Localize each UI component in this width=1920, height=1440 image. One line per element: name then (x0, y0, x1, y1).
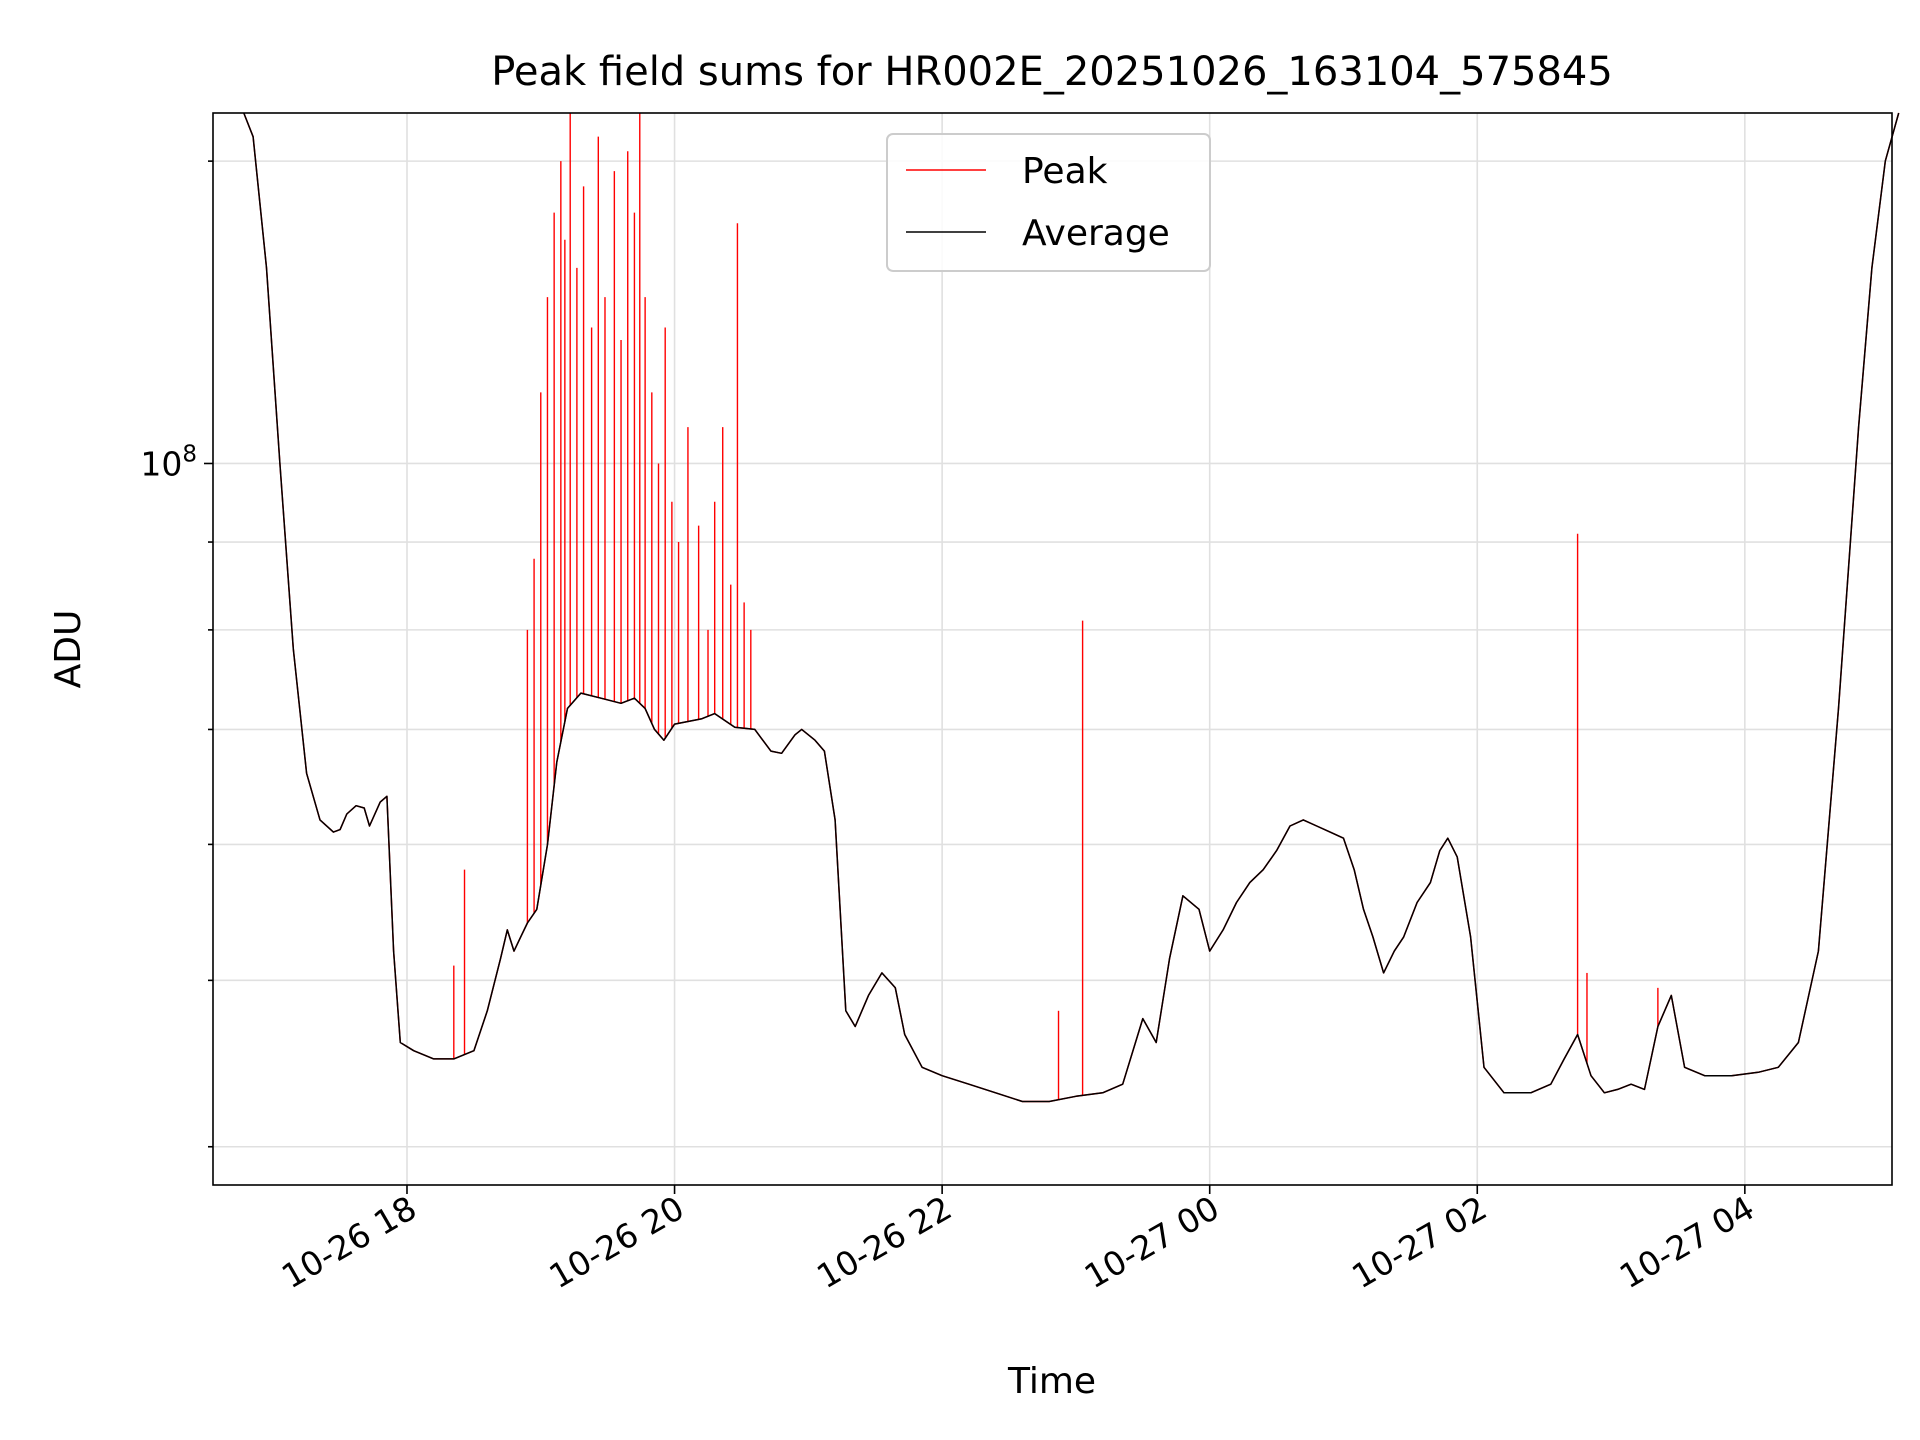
x-tick-label: 10-27 00 (1078, 1188, 1226, 1296)
legend-peak-label: Peak (1022, 151, 1108, 192)
x-tick-label: 10-26 18 (275, 1188, 423, 1296)
plot-frame (212, 112, 1893, 1186)
x-tick-label: 10-26 22 (810, 1188, 958, 1296)
x-tick-label: 10-26 20 (543, 1188, 691, 1296)
legend-average-label: Average (1022, 213, 1170, 254)
chart-title: Peak field sums for HR002E_20251026_1631… (491, 49, 1613, 95)
x-tick-label: 10-27 04 (1613, 1188, 1761, 1296)
series-average (243, 112, 1900, 1103)
legend: Peak Average (886, 133, 1211, 272)
y-axis-label: ADU (48, 610, 89, 689)
x-axis-label: Time (1007, 1361, 1096, 1402)
tick-layer: 10-26 18 10-26 20 10-26 22 10-27 00 10-27 02… (140, 160, 1761, 1296)
legend-box (886, 133, 1211, 272)
x-tick-label: 10-27 02 (1345, 1188, 1493, 1296)
series-layer (243, 112, 1900, 1103)
y-tick-label: 108 (140, 441, 197, 483)
series-line-average (243, 112, 1900, 1103)
